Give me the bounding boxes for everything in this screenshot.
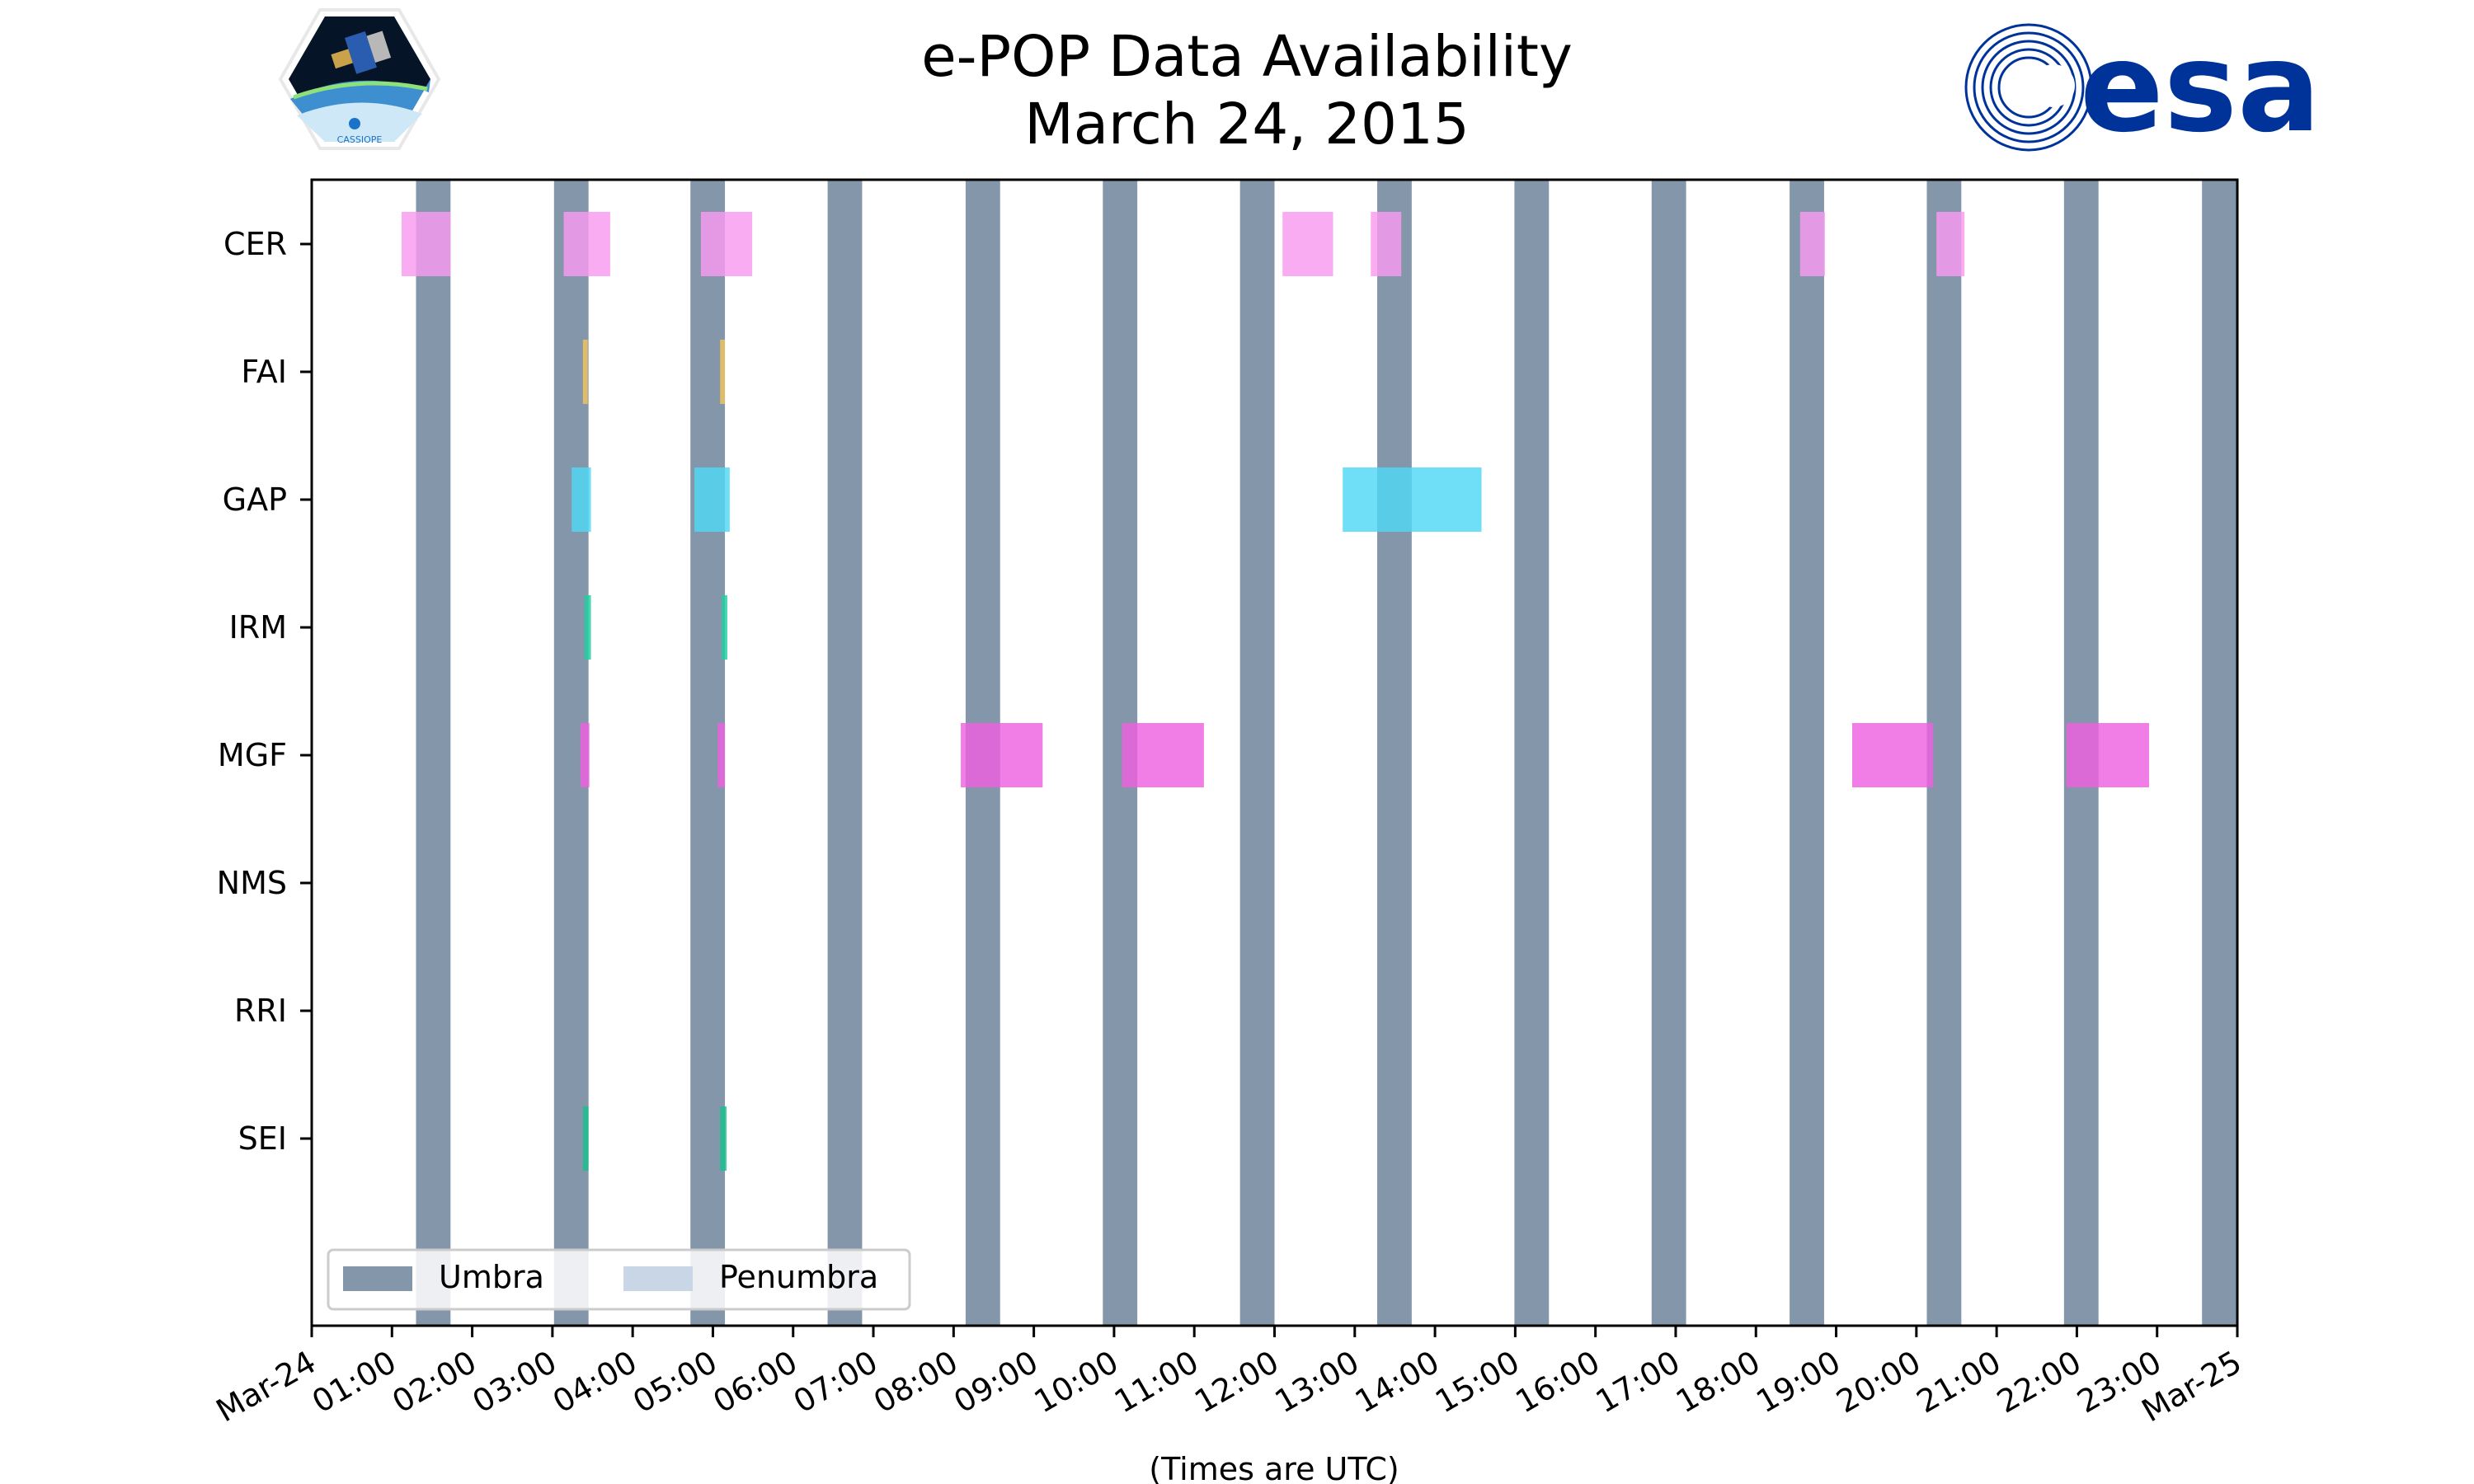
data-bar-irm xyxy=(584,595,591,660)
data-bar-mgf xyxy=(1852,723,1934,787)
y-tick-label: FAI xyxy=(241,354,287,390)
umbra-band xyxy=(1514,180,1550,1326)
data-bar-cer xyxy=(1799,212,1825,276)
data-bar-mgf xyxy=(2066,723,2149,787)
x-tick-label: 06:00 xyxy=(707,1344,803,1421)
legend: Umbra Penumbra xyxy=(327,1248,911,1311)
data-bar-mgf xyxy=(1122,723,1204,787)
x-tick-label: 02:00 xyxy=(386,1344,482,1421)
data-bar-cer xyxy=(1371,212,1402,276)
x-tick-label: 07:00 xyxy=(788,1344,884,1421)
data-bar-cer xyxy=(700,212,753,276)
legend-umbra-label: Umbra xyxy=(439,1259,544,1295)
umbra-band xyxy=(827,180,863,1326)
data-bar-gap xyxy=(1343,467,1482,532)
x-tick-label: 21:00 xyxy=(1911,1344,2007,1421)
legend-penumbra-label: Penumbra xyxy=(719,1259,878,1295)
data-bar-gap xyxy=(571,467,591,532)
x-tick-label: 15:00 xyxy=(1429,1344,1526,1421)
chart-title-line2: March 24, 2015 xyxy=(1024,92,1470,157)
x-tick-label: 09:00 xyxy=(948,1344,1044,1421)
umbra-band xyxy=(416,180,451,1326)
legend-penumbra-swatch xyxy=(623,1266,693,1291)
x-tick-label: 11:00 xyxy=(1108,1344,1205,1421)
x-tick-label: 01:00 xyxy=(306,1344,402,1421)
cassiope-logo-text: CASSIOPE xyxy=(337,134,383,145)
y-tick-label: CER xyxy=(223,226,287,262)
x-tick-label: Mar-24 xyxy=(210,1344,322,1430)
x-tick-label: 14:00 xyxy=(1349,1344,1446,1421)
data-bar-cer xyxy=(563,212,610,276)
umbra-band xyxy=(2202,180,2237,1326)
esa-logo: esa xyxy=(1964,16,2321,160)
data-bar-sei xyxy=(720,1106,727,1171)
legend-umbra-swatch xyxy=(343,1266,412,1291)
umbra-band xyxy=(1377,180,1412,1326)
x-tick-label: 12:00 xyxy=(1188,1344,1285,1421)
data-bar-cer xyxy=(1282,212,1333,276)
x-tick-label: 08:00 xyxy=(868,1344,964,1421)
y-tick-label: MGF xyxy=(218,737,287,773)
x-tick-label: 19:00 xyxy=(1750,1344,1846,1421)
x-tick-label: 17:00 xyxy=(1590,1344,1686,1421)
x-axis-label: (Times are UTC) xyxy=(1149,1451,1399,1484)
x-tick-label: 13:00 xyxy=(1268,1344,1365,1421)
umbra-band xyxy=(1790,180,1824,1326)
data-bar-irm xyxy=(722,595,727,660)
data-bar-sei xyxy=(582,1106,589,1171)
y-tick-label: RRI xyxy=(234,993,287,1029)
data-bar-gap xyxy=(694,467,730,532)
y-tick-label: SEI xyxy=(238,1120,287,1157)
umbra-band xyxy=(1651,180,1686,1326)
data-bar-cer xyxy=(1936,212,1965,276)
x-tick-label: 04:00 xyxy=(547,1344,643,1421)
x-tick-label: 20:00 xyxy=(1830,1344,1926,1421)
x-tick-label: 03:00 xyxy=(467,1344,563,1421)
x-tick-label: 22:00 xyxy=(1991,1344,2087,1421)
x-tick-label: 05:00 xyxy=(627,1344,723,1421)
esa-wordmark: esa xyxy=(2080,16,2321,160)
data-bar-mgf xyxy=(961,723,1043,787)
y-tick-label: NMS xyxy=(217,865,287,901)
chart-title-line1: e-POP Data Availability xyxy=(921,24,1573,90)
data-bar-fai xyxy=(582,340,588,404)
x-tick-label: 16:00 xyxy=(1509,1344,1606,1421)
data-bar-mgf xyxy=(580,723,590,787)
data-bar-mgf xyxy=(717,723,726,787)
x-tick-label: 10:00 xyxy=(1028,1344,1125,1421)
umbra-band xyxy=(1239,180,1275,1326)
cassiope-logo: CASSIOPE xyxy=(278,8,441,150)
y-tick-label: GAP xyxy=(223,481,287,518)
data-bar-fai xyxy=(720,340,726,404)
data-bar-cer xyxy=(401,212,451,276)
x-tick-label: 18:00 xyxy=(1670,1344,1766,1421)
y-tick-label: IRM xyxy=(229,609,287,646)
